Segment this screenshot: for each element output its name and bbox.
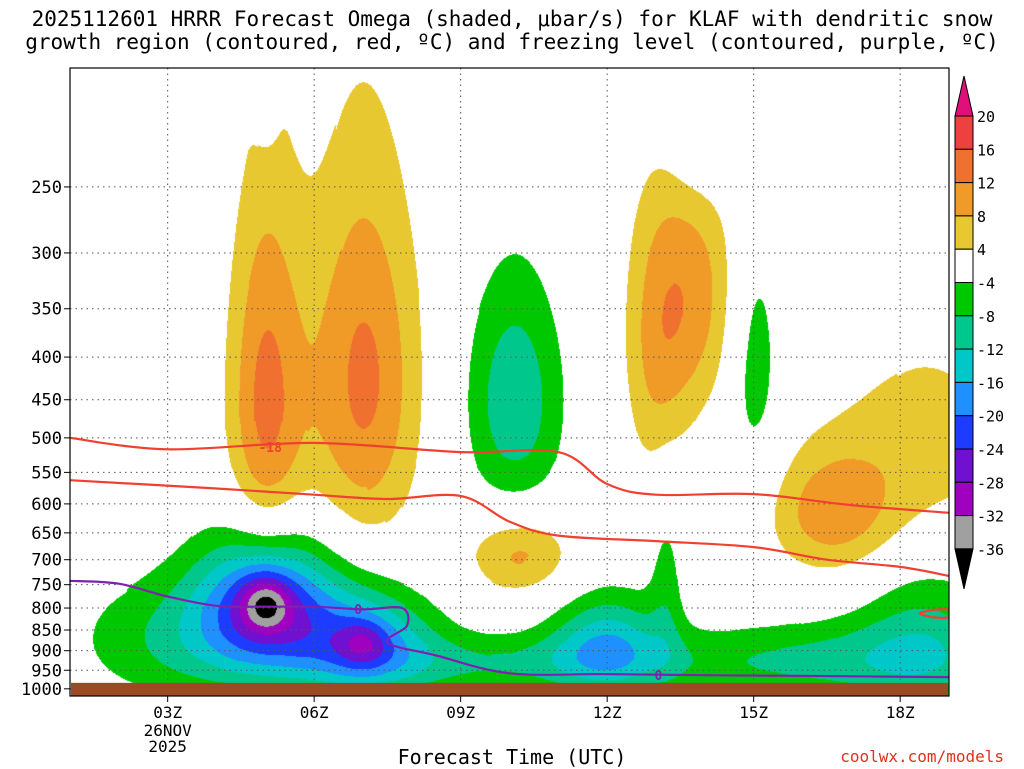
y-tick-label-750: 750 xyxy=(31,576,62,596)
y-tick-label-950: 950 xyxy=(31,661,62,681)
colorbar-label-2: 12 xyxy=(977,175,995,193)
omega-field-image xyxy=(70,68,949,696)
x-tick-label-09Z: 09Z xyxy=(446,703,475,722)
ground-bar xyxy=(71,682,948,696)
colorbar-bin-4 xyxy=(954,248,974,283)
colorbar-bin-1 xyxy=(954,148,974,184)
contour-label-1: 0 xyxy=(354,603,362,618)
y-tick-label-250: 250 xyxy=(31,178,62,198)
colorbar-label-6: -8 xyxy=(977,308,995,326)
colorbar-label-12: -32 xyxy=(977,508,1004,526)
contour-label-2: 0 xyxy=(655,669,663,684)
y-tick-label-550: 550 xyxy=(31,463,62,483)
colorbar-bin-12 xyxy=(954,515,974,550)
credit-link[interactable]: coolwx.com/models xyxy=(840,747,1004,766)
chart-title-line-1: 2025112601 HRRR Forecast Omega (shaded, … xyxy=(31,7,993,31)
colorbar-bin-0 xyxy=(954,115,974,150)
colorbar-label-5: -4 xyxy=(977,275,995,293)
y-tick-label-800: 800 xyxy=(31,599,62,619)
contour-small-loop xyxy=(918,608,949,619)
x-date-label-1: 2025 xyxy=(148,737,187,756)
colorbar-bin-6 xyxy=(954,315,974,350)
contour-dgz-top xyxy=(70,436,949,514)
colorbar-label-7: -12 xyxy=(977,341,1004,359)
colorbar-label-10: -24 xyxy=(977,441,1004,459)
x-axis-title: Forecast Time (UTC) xyxy=(397,745,627,769)
x-tick-label-15Z: 15Z xyxy=(739,703,768,722)
colorbar-bin-bottom xyxy=(954,548,974,590)
colorbar-label-11: -28 xyxy=(977,474,1004,492)
colorbar-label-8: -16 xyxy=(977,374,1004,392)
contour-lines xyxy=(70,436,949,679)
x-date-label-0: 26NOV xyxy=(144,721,193,740)
colorbar-label-3: 8 xyxy=(977,208,986,226)
colorbar-bin-5 xyxy=(954,282,974,317)
colorbar-label-4: 4 xyxy=(977,241,986,259)
colorbar-label-13: -36 xyxy=(977,541,1004,559)
y-tick-label-350: 350 xyxy=(31,300,62,320)
colorbar-bin-7 xyxy=(954,348,974,383)
y-tick-label-400: 400 xyxy=(31,348,62,368)
y-tick-label-600: 600 xyxy=(31,495,62,515)
contour-freezing-level xyxy=(70,579,949,679)
colorbar-label-1: 16 xyxy=(977,141,995,159)
chart-title-line-2: growth region (contoured, red, ºC) and f… xyxy=(25,30,999,54)
plot-frame xyxy=(69,67,950,697)
y-tick-label-900: 900 xyxy=(31,642,62,662)
y-axis: 2503003504004505005506006507007508008509… xyxy=(21,178,70,700)
y-tick-label-650: 650 xyxy=(31,524,62,544)
colorbar-label-0: 20 xyxy=(977,108,995,126)
colorbar-bin-9 xyxy=(954,415,974,450)
colorbar-bin-11 xyxy=(954,481,974,517)
colorbar-bin-8 xyxy=(954,381,974,417)
x-tick-label-12Z: 12Z xyxy=(593,703,622,722)
contour-label-0: -18 xyxy=(258,441,282,456)
y-tick-label-500: 500 xyxy=(31,429,62,449)
y-tick-label-700: 700 xyxy=(31,551,62,571)
omega-shading xyxy=(70,68,949,696)
contour-labels: -18 0 0 xyxy=(258,441,663,684)
y-tick-label-1000: 1000 xyxy=(21,680,62,700)
x-tick-label-06Z: 06Z xyxy=(300,703,329,722)
colorbar-label-9: -20 xyxy=(977,408,1004,426)
colorbar-bin-2 xyxy=(954,182,974,217)
x-tick-label-18Z: 18Z xyxy=(886,703,915,722)
colorbar-bin-3 xyxy=(954,215,974,250)
x-tick-label-03Z: 03Z xyxy=(153,703,182,722)
colorbar-bin-10 xyxy=(954,448,974,483)
y-tick-label-850: 850 xyxy=(31,621,62,641)
colorbar-bin-top xyxy=(954,75,974,117)
colorbar: 20 16 12 8 4 -4 -8 -12 -16 -20 -24 -28 -32 -36 xyxy=(954,75,1004,590)
y-tick-label-300: 300 xyxy=(31,244,62,264)
contour-dgz-bottom xyxy=(70,479,949,577)
y-tick-label-450: 450 xyxy=(31,391,62,411)
